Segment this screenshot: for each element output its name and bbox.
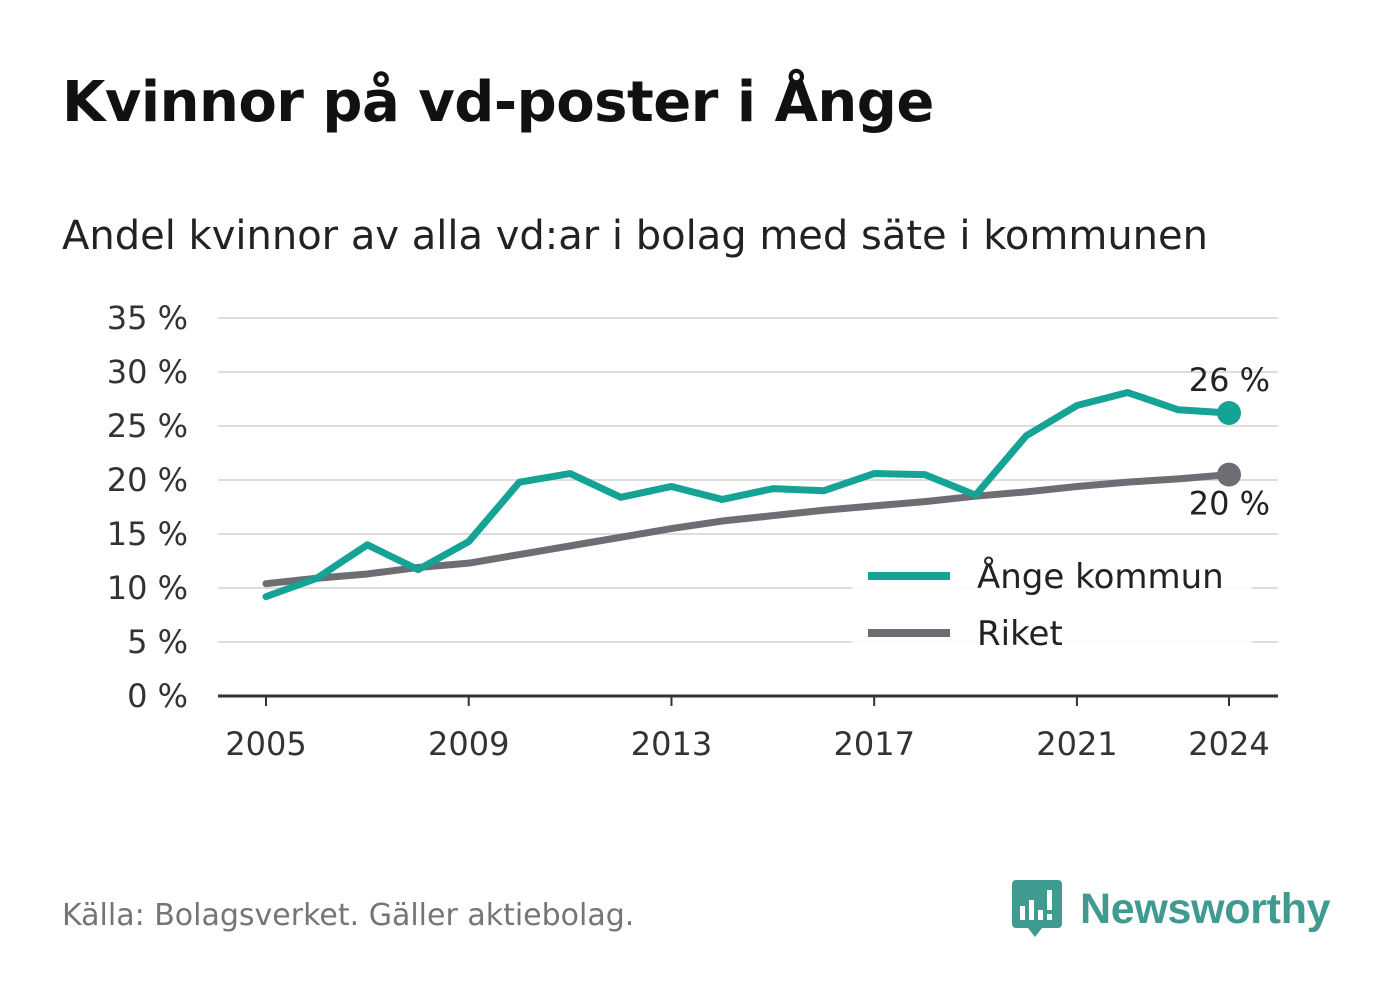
x-tick-label: 2005 bbox=[225, 725, 306, 763]
newsworthy-logo-icon bbox=[1012, 880, 1062, 937]
y-tick-label: 15 % bbox=[107, 515, 188, 553]
y-tick-label: 20 % bbox=[107, 461, 188, 499]
legend-background bbox=[852, 546, 1252, 662]
gridlines bbox=[218, 317, 1278, 643]
source-note: Källa: Bolagsverket. Gäller aktiebolag. bbox=[62, 898, 635, 933]
series-lines bbox=[262, 389, 1241, 601]
y-tick-label: 30 % bbox=[107, 353, 188, 391]
x-tick-label: 2009 bbox=[428, 725, 509, 763]
chart-title: Kvinnor på vd-poster i Ånge bbox=[62, 70, 934, 135]
y-axis-ticks: 0 % 5 % 10 % 15 % 20 % 25 % 30 % 35 % bbox=[107, 299, 188, 715]
y-tick-label: 25 % bbox=[107, 407, 188, 445]
brand-logo: Newsworthy bbox=[1012, 880, 1331, 938]
brand-name: Newsworthy bbox=[1080, 884, 1331, 933]
y-tick-label: 0 % bbox=[127, 677, 188, 715]
end-marker-ange bbox=[1217, 401, 1241, 426]
legend-label-riket: Riket bbox=[977, 614, 1063, 654]
x-tick-label: 2024 bbox=[1188, 725, 1269, 763]
y-tick-label: 10 % bbox=[107, 569, 188, 607]
y-tick-label: 5 % bbox=[127, 623, 188, 661]
chart-subtitle: Andel kvinnor av alla vd:ar i bolag med … bbox=[62, 213, 1208, 259]
series-line-ange bbox=[262, 389, 1233, 601]
end-marker-riket bbox=[1217, 462, 1241, 487]
end-label-riket: 20 % bbox=[1189, 485, 1270, 523]
x-tick-label: 2021 bbox=[1036, 725, 1117, 763]
y-tick-label: 35 % bbox=[107, 299, 188, 337]
end-label-ange: 26 % bbox=[1189, 361, 1270, 399]
legend: Ånge kommun Riket bbox=[852, 546, 1252, 662]
x-axis-ticks: 2005 2009 2013 2017 2021 2024 bbox=[225, 696, 1270, 763]
x-tick-label: 2017 bbox=[833, 725, 914, 763]
x-tick-label: 2013 bbox=[631, 725, 712, 763]
legend-label-ange: Ånge kommun bbox=[977, 556, 1224, 597]
